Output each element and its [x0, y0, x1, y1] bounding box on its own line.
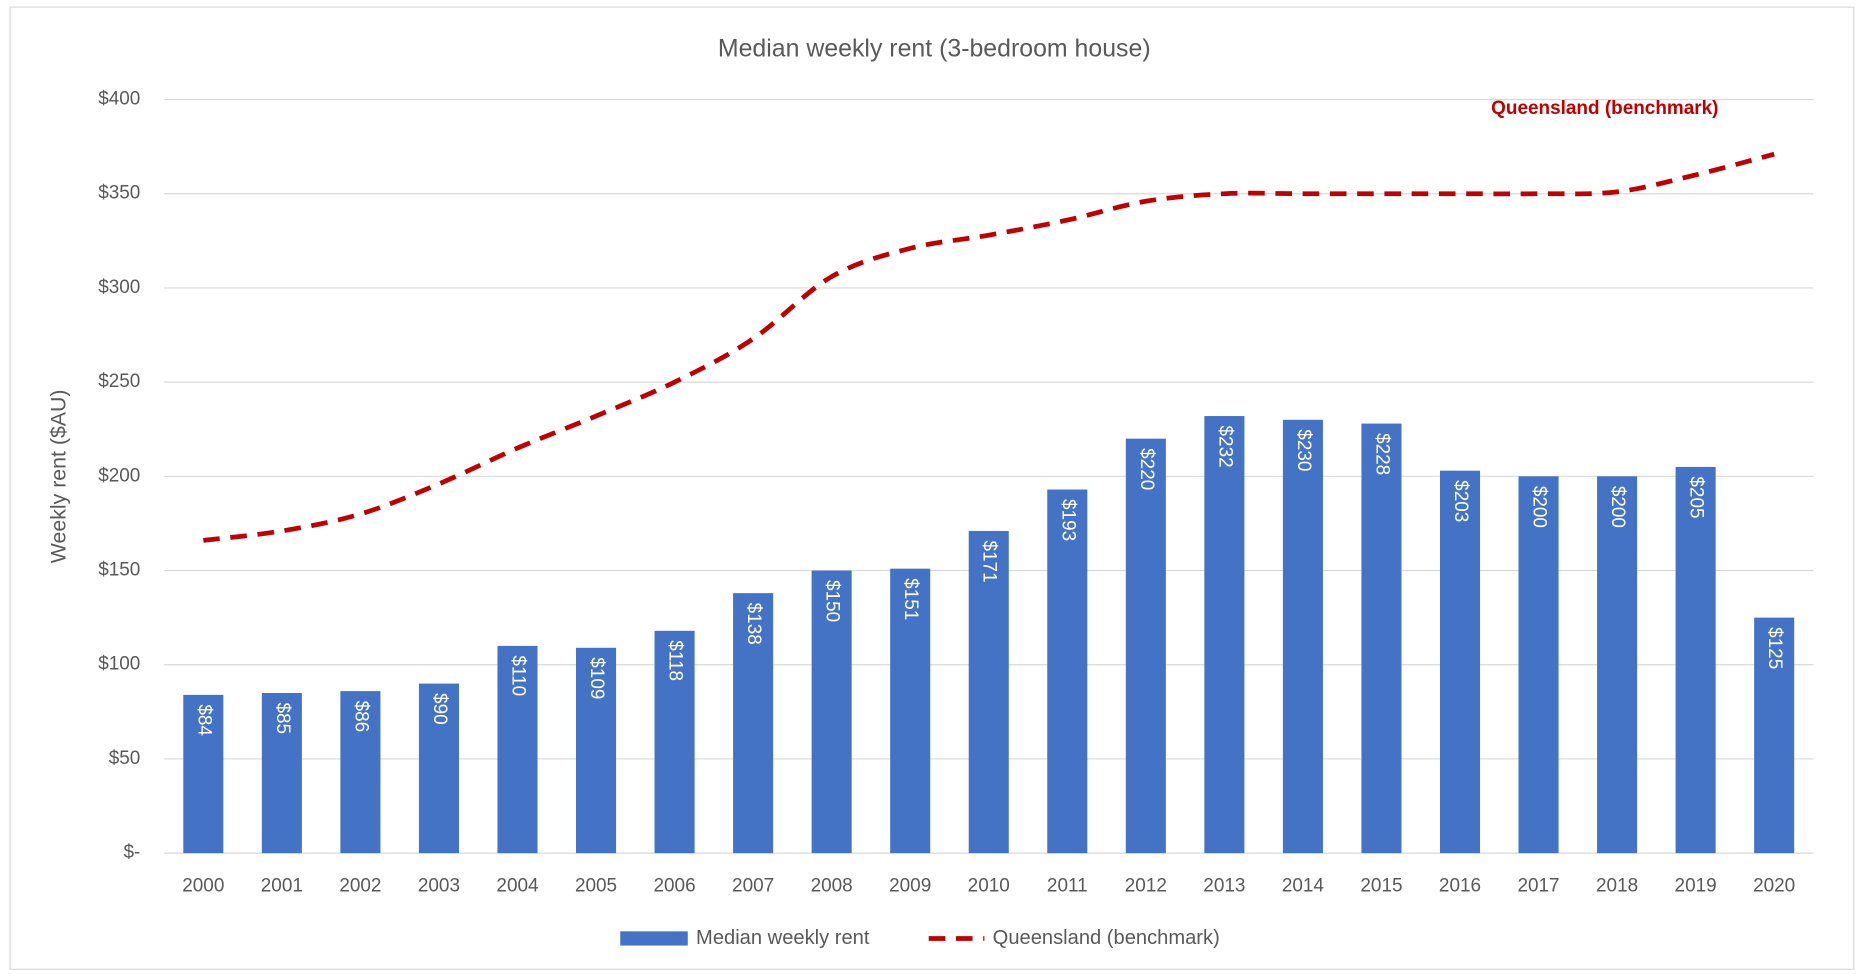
bar [1597, 476, 1638, 854]
x-tick-label: 2019 [1675, 875, 1717, 896]
y-tick-label: $250 [98, 371, 140, 392]
bar [1361, 423, 1402, 854]
y-tick-label: $300 [98, 277, 140, 298]
data-label: $110 [507, 655, 528, 696]
legend-swatch [620, 931, 688, 946]
data-label: $151 [900, 578, 921, 620]
bar [1439, 470, 1481, 854]
x-tick-label: 2010 [968, 875, 1010, 896]
x-tick-label: 2009 [889, 875, 931, 896]
x-tick-label: 2004 [496, 875, 538, 896]
data-label: $205 [1686, 476, 1707, 518]
y-tick-label: $350 [98, 183, 140, 204]
data-label: $203 [1450, 480, 1471, 522]
x-tick-label: 2007 [732, 875, 774, 896]
annotation: Queensland (benchmark) [1491, 98, 1718, 119]
bar [1047, 489, 1088, 854]
data-label: $230 [1293, 429, 1314, 471]
legend-label: Queensland (benchmark) [993, 927, 1220, 949]
x-tick-label: 2016 [1439, 875, 1481, 896]
x-tick-label: 2002 [339, 875, 381, 896]
bar [1754, 617, 1795, 854]
bar [733, 593, 774, 854]
data-label: $138 [743, 603, 764, 645]
data-label: $228 [1371, 433, 1392, 475]
bar [1675, 466, 1716, 854]
x-tick-label: 2005 [575, 875, 617, 896]
data-label: $150 [822, 580, 843, 622]
data-label: $90 [429, 693, 450, 725]
data-label: $220 [1136, 448, 1157, 490]
bar [1518, 476, 1559, 854]
bar [261, 692, 302, 854]
y-tick-label: $- [124, 842, 141, 863]
bar [811, 570, 852, 854]
bar [654, 630, 695, 854]
bar [890, 568, 931, 854]
legend-label: Median weekly rent [696, 927, 870, 949]
data-label: $200 [1529, 486, 1550, 528]
data-label: $84 [193, 704, 214, 736]
x-tick-label: 2013 [1203, 875, 1245, 896]
x-tick-label: 2018 [1596, 875, 1638, 896]
x-tick-label: 2006 [654, 875, 696, 896]
data-label: $118 [665, 640, 686, 681]
data-label: $232 [1214, 426, 1235, 468]
y-tick-label: $400 [98, 89, 140, 110]
data-label: $85 [272, 702, 293, 734]
bar [1204, 416, 1245, 854]
x-tick-label: 2020 [1753, 875, 1795, 896]
x-tick-label: 2015 [1360, 875, 1402, 896]
bar [968, 530, 1009, 854]
x-tick-label: 2000 [182, 875, 224, 896]
bar [497, 645, 538, 854]
chart-title: Median weekly rent (3-bedroom house) [718, 34, 1151, 62]
line [203, 151, 1775, 543]
bar [1125, 438, 1166, 854]
bar [576, 647, 617, 854]
data-label: $193 [1057, 499, 1078, 541]
y-tick-label: $150 [98, 560, 140, 581]
y-axis-label: Weekly rent ($AU) [46, 389, 70, 563]
x-tick-label: 2017 [1517, 875, 1559, 896]
x-tick-label: 2012 [1125, 875, 1167, 896]
x-tick-label: 2003 [418, 875, 460, 896]
bar [340, 691, 381, 854]
data-label: $86 [350, 701, 371, 733]
y-tick-label: $50 [109, 748, 141, 769]
x-tick-label: 2014 [1282, 875, 1324, 896]
data-label: $200 [1607, 486, 1628, 528]
bar [418, 683, 459, 854]
y-tick-label: $200 [98, 465, 140, 486]
data-label: $125 [1764, 627, 1785, 669]
x-tick-label: 2011 [1047, 875, 1088, 896]
data-label: $109 [586, 657, 607, 699]
bar [1282, 419, 1323, 854]
data-label: $171 [979, 540, 1000, 582]
y-tick-label: $100 [98, 654, 140, 675]
bar [183, 694, 224, 854]
x-tick-label: 2001 [261, 875, 303, 896]
x-tick-label: 2008 [811, 875, 853, 896]
